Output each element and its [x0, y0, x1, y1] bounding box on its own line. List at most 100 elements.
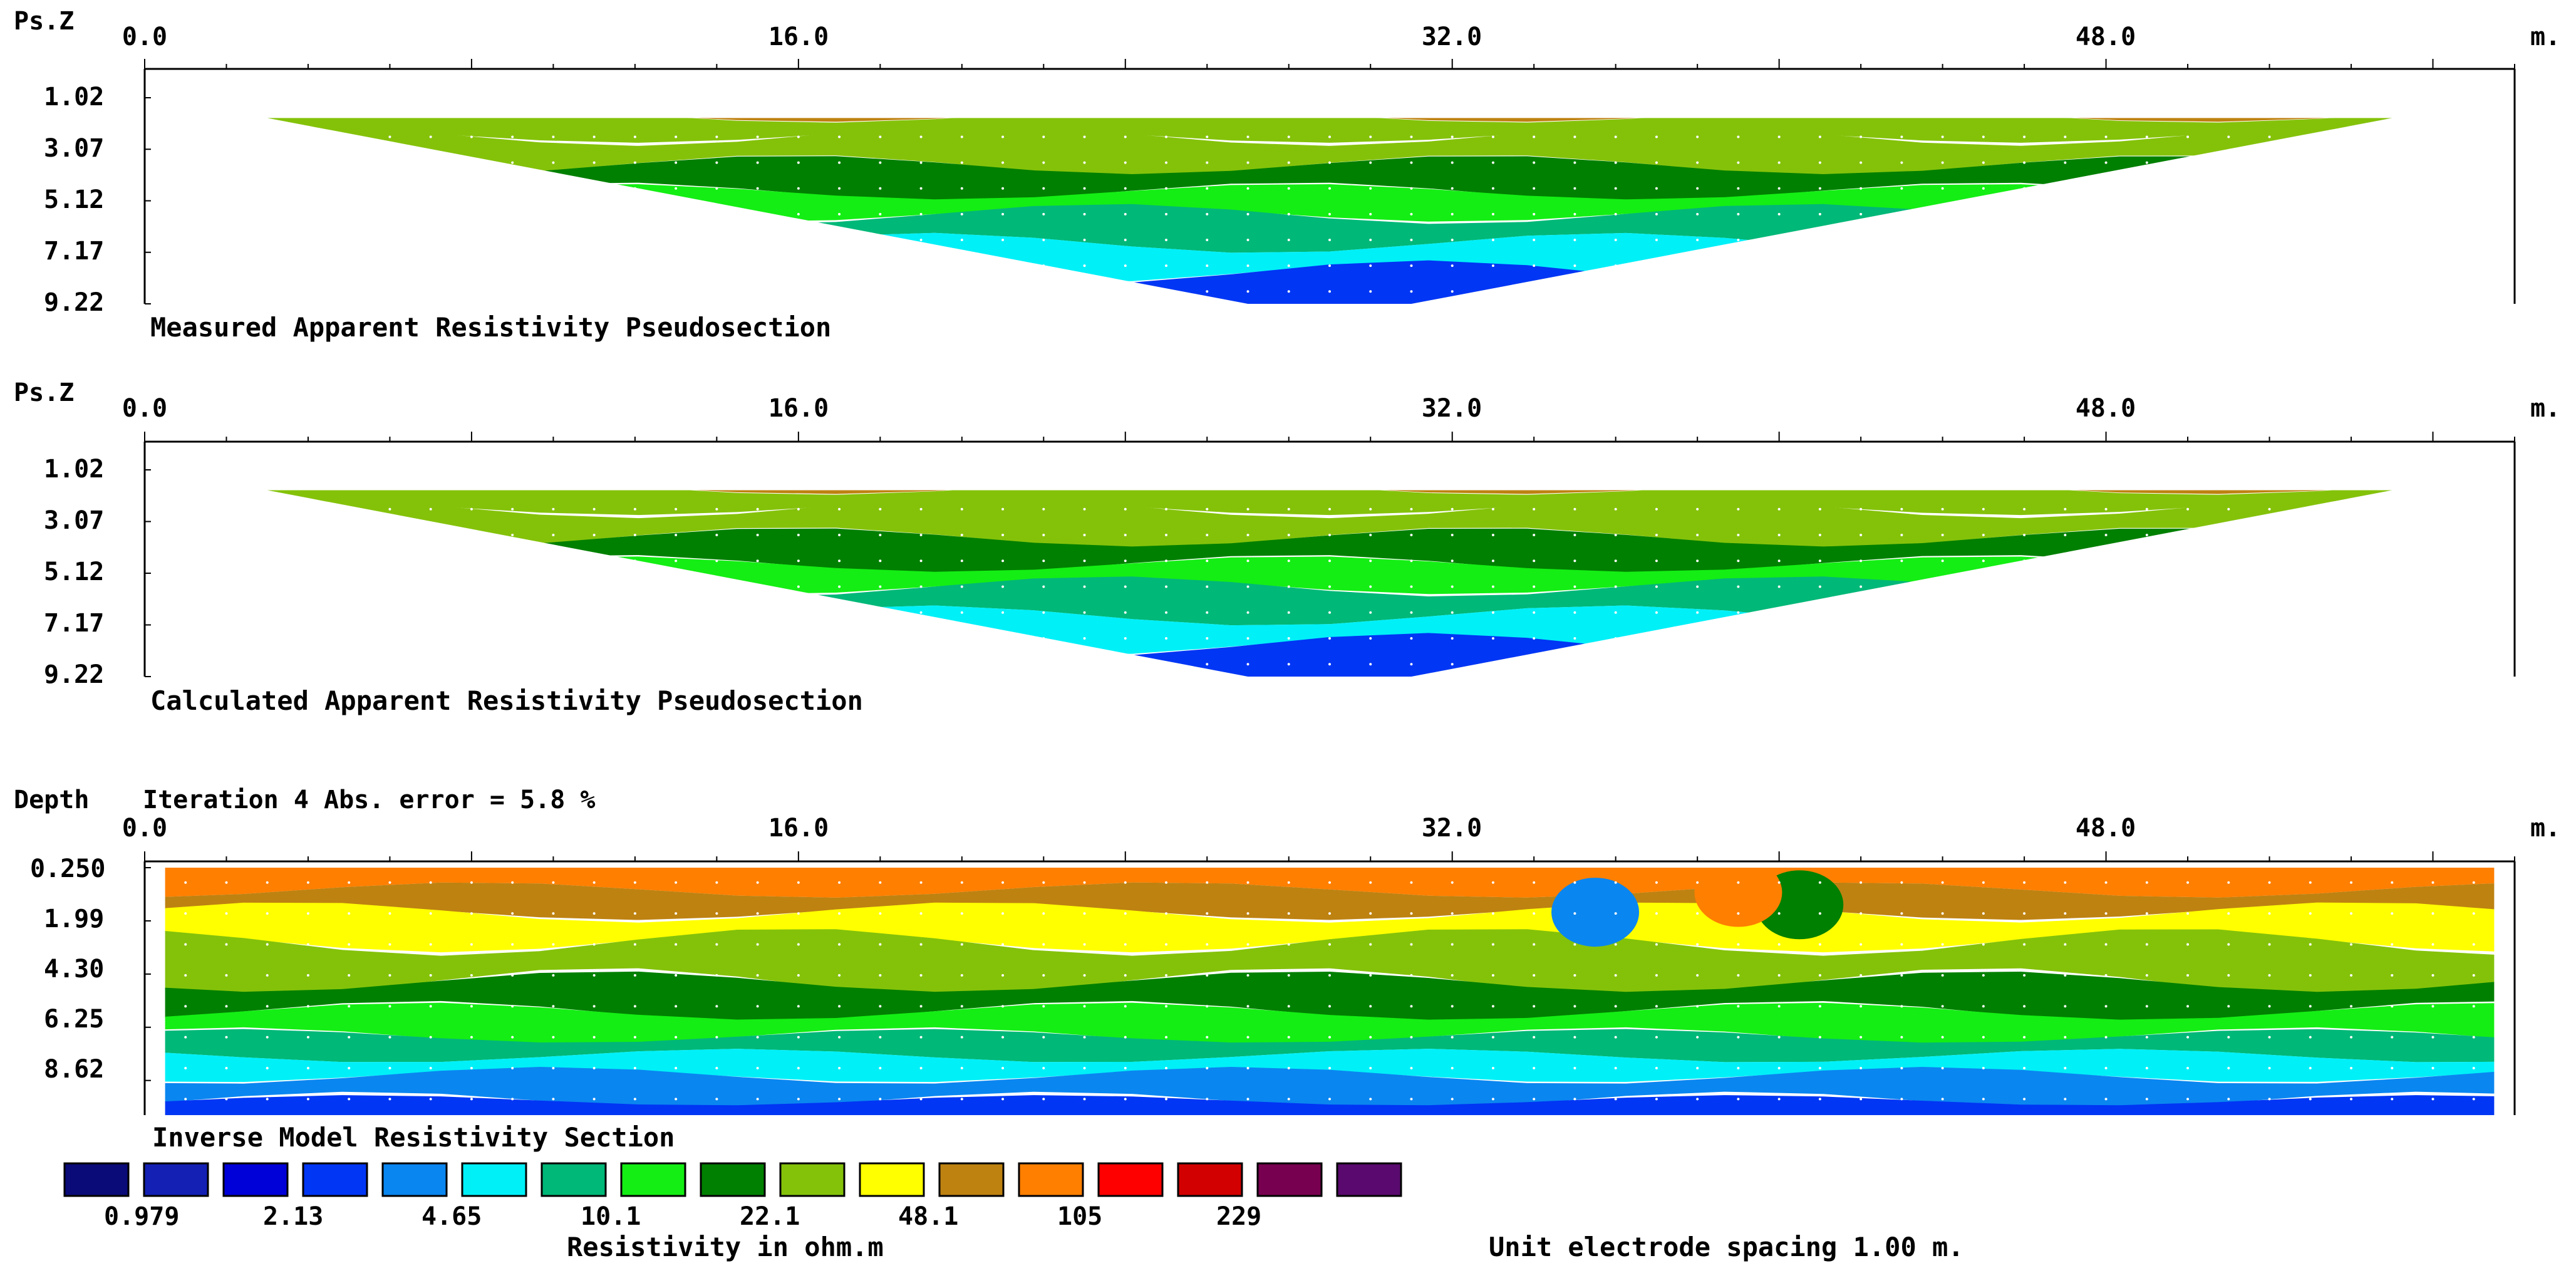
data-point: [715, 663, 718, 666]
data-point: [756, 912, 759, 915]
data-point: [1614, 533, 1617, 536]
data-point: [2432, 136, 2434, 138]
data-point: [675, 187, 678, 190]
data-point: [429, 663, 432, 666]
data-point: [838, 1098, 841, 1101]
data-point: [919, 1036, 923, 1039]
data-point: [1083, 1005, 1086, 1008]
data-point: [1982, 290, 1985, 293]
data-point: [2145, 611, 2148, 614]
data-point: [2023, 507, 2026, 511]
data-point: [1328, 881, 1331, 884]
data-point: [429, 187, 432, 190]
y-tick-label: 5.12: [44, 558, 104, 586]
data-point: [1206, 264, 1209, 268]
data-point: [1573, 239, 1576, 242]
data-point: [1941, 290, 1944, 293]
data-point: [2309, 135, 2312, 138]
resistivity-band: [165, 1067, 2495, 1109]
data-point: [470, 585, 473, 588]
data-point: [470, 264, 473, 268]
data-point: [1083, 239, 1086, 242]
data-point: [879, 239, 882, 242]
data-point: [1533, 974, 1536, 977]
data-point: [1206, 1005, 1209, 1008]
data-point: [1982, 161, 1985, 164]
data-point: [1900, 187, 1903, 190]
data-point: [267, 239, 269, 242]
data-point: [675, 663, 678, 666]
data-point: [1328, 1005, 1331, 1008]
data-point: [633, 161, 636, 164]
data-point: [1860, 974, 1863, 977]
data-point: [919, 533, 923, 536]
data-point: [429, 161, 432, 164]
data-point: [2391, 482, 2393, 484]
data-point: [388, 585, 391, 588]
data-point: [2268, 611, 2271, 614]
data-point: [2064, 1036, 2067, 1039]
resistivity-field: [184, 482, 2393, 677]
data-point: [919, 212, 923, 216]
data-point: [1287, 533, 1290, 536]
data-point: [960, 507, 963, 511]
data-point: [592, 1066, 596, 1069]
data-point: [1369, 187, 1372, 190]
data-point: [1410, 611, 1413, 614]
data-point: [757, 482, 759, 484]
data-point: [2309, 881, 2312, 884]
data-point: [1900, 507, 1903, 511]
data-point: [1818, 161, 1821, 164]
data-point: [1982, 663, 1985, 666]
resistivity-band: [165, 882, 2495, 920]
data-point: [1246, 1005, 1249, 1008]
data-point: [675, 943, 678, 946]
data-point: [1328, 943, 1331, 946]
y-tick-labels: 0.250 1.99 4.30 6.25 8.62: [30, 855, 105, 1084]
data-point: [552, 1005, 555, 1008]
data-point: [919, 507, 923, 511]
resistivity-band: [165, 902, 2495, 953]
data-point: [1206, 611, 1209, 614]
panel-y-axis-label: Ps.Z: [14, 7, 74, 36]
data-point: [592, 290, 596, 293]
data-point: [2104, 212, 2108, 216]
data-point: [184, 534, 187, 536]
data-point: [2104, 161, 2108, 164]
data-point: [1410, 663, 1413, 666]
data-point: [1042, 482, 1045, 484]
data-point: [266, 1098, 269, 1101]
data-point: [592, 974, 596, 977]
data-point: [266, 912, 269, 915]
data-point: [1941, 559, 1944, 563]
resistivity-band: [165, 1002, 2495, 1044]
data-point: [2431, 1066, 2434, 1069]
data-point: [2145, 161, 2148, 164]
data-point: [1246, 507, 1249, 511]
data-point: [1696, 135, 1699, 138]
data-point: [1410, 239, 1413, 242]
data-point: [1287, 1005, 1290, 1008]
data-point: [184, 611, 187, 614]
data-point: [633, 135, 636, 138]
data-point: [2350, 264, 2353, 268]
data-point: [633, 533, 636, 536]
data-point: [1573, 1036, 1576, 1039]
data-point: [1410, 533, 1413, 536]
data-point: [2350, 290, 2353, 293]
data-point: [2023, 110, 2025, 112]
data-point: [960, 239, 963, 242]
data-point: [1369, 264, 1372, 268]
data-point: [511, 533, 514, 536]
data-point: [1124, 212, 1127, 216]
data-point: [306, 212, 309, 216]
x-axis-unit: m.: [2530, 394, 2560, 423]
resistivity-band: [267, 156, 2392, 201]
data-point: [756, 559, 759, 563]
data-point: [592, 264, 596, 268]
data-point: [675, 264, 678, 268]
data-point: [1696, 912, 1699, 915]
data-point: [919, 1066, 923, 1069]
data-point: [797, 482, 800, 484]
data-point: [2473, 136, 2475, 138]
